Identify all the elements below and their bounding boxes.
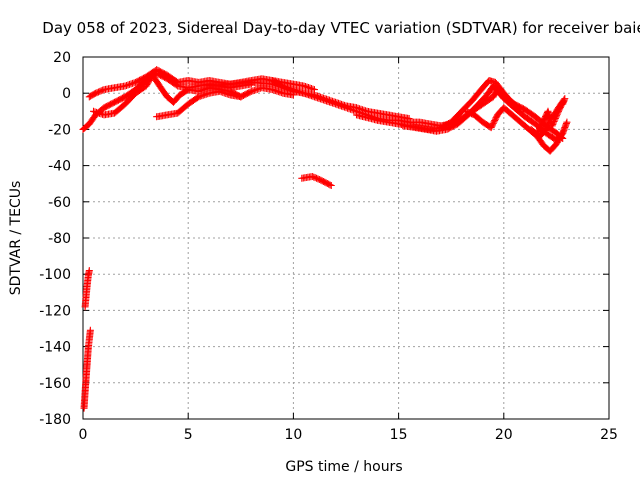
- y-tick-label: 0: [62, 86, 71, 102]
- x-tick-label: 15: [390, 427, 408, 443]
- data-point-marker: [563, 118, 571, 126]
- y-axis-ticks: -180 -160 -140 -120 -100 -80 -60 -40 -20 0 20: [39, 50, 609, 428]
- x-tick-label: 5: [184, 427, 193, 443]
- y-tick-label: -100: [39, 267, 71, 283]
- data-point-marker: [558, 130, 566, 138]
- chart-title: Day 058 of 2023, Sidereal Day-to-day VTE…: [42, 19, 640, 37]
- data-point-marker: [558, 100, 566, 108]
- y-tick-label: -20: [48, 122, 71, 138]
- data-point-marker: [85, 267, 93, 275]
- data-point-marker: [327, 182, 335, 190]
- data-point-marker: [550, 117, 558, 125]
- data-point-marker: [552, 113, 560, 121]
- data-point-marker: [326, 181, 334, 189]
- x-axis-label: GPS time / hours: [285, 459, 402, 475]
- data-point-marker: [551, 116, 559, 124]
- y-tick-label: -120: [39, 303, 71, 319]
- y-tick-label: -180: [39, 412, 71, 428]
- data-points: [79, 66, 571, 412]
- x-axis-ticks: 0 5 10 15 20 25: [79, 57, 618, 443]
- data-point-marker: [553, 112, 561, 120]
- data-point-marker: [86, 326, 94, 334]
- x-tick-label: 0: [79, 427, 88, 443]
- y-tick-label: -160: [39, 376, 71, 392]
- x-tick-label: 20: [495, 427, 513, 443]
- y-tick-label: -140: [39, 340, 71, 356]
- data-point-marker: [99, 86, 107, 94]
- data-point-marker: [549, 119, 557, 127]
- data-point-marker: [553, 110, 561, 118]
- x-tick-label: 10: [284, 427, 302, 443]
- x-tick-label: 25: [600, 427, 618, 443]
- data-point-marker: [551, 115, 559, 123]
- data-point-marker: [548, 122, 556, 130]
- y-tick-label: 20: [53, 50, 71, 66]
- data-point-marker: [559, 129, 567, 137]
- y-tick-label: -40: [48, 159, 71, 175]
- y-axis-label: SDTVAR / TECUs: [8, 181, 24, 296]
- data-point-marker: [549, 120, 557, 128]
- data-point-marker: [559, 98, 567, 106]
- y-tick-label: -60: [48, 195, 71, 211]
- y-tick-label: -80: [48, 231, 71, 247]
